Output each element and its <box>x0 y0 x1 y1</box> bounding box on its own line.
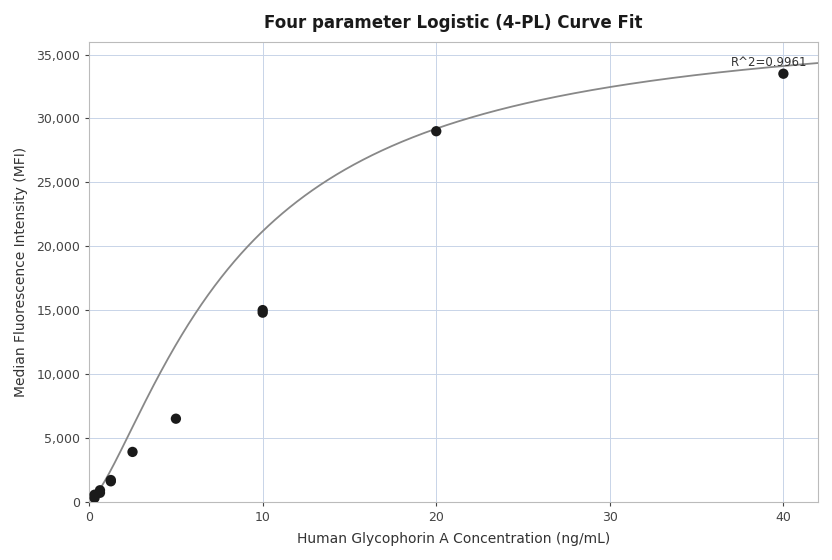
Title: Four parameter Logistic (4-PL) Curve Fit: Four parameter Logistic (4-PL) Curve Fit <box>265 14 643 32</box>
Point <box>169 414 182 423</box>
Point <box>256 306 270 315</box>
X-axis label: Human Glycophorin A Concentration (ng/mL): Human Glycophorin A Concentration (ng/mL… <box>297 532 610 546</box>
Point <box>777 69 790 78</box>
Point <box>256 308 270 317</box>
Point <box>93 486 106 494</box>
Text: R^2=0.9961: R^2=0.9961 <box>730 55 807 68</box>
Point <box>429 127 443 136</box>
Point <box>104 475 117 484</box>
Y-axis label: Median Fluorescence Intensity (MFI): Median Fluorescence Intensity (MFI) <box>14 147 28 397</box>
Point <box>126 447 139 456</box>
Point <box>93 488 106 497</box>
Point <box>88 493 102 502</box>
Point <box>104 477 117 486</box>
Point <box>88 490 102 499</box>
